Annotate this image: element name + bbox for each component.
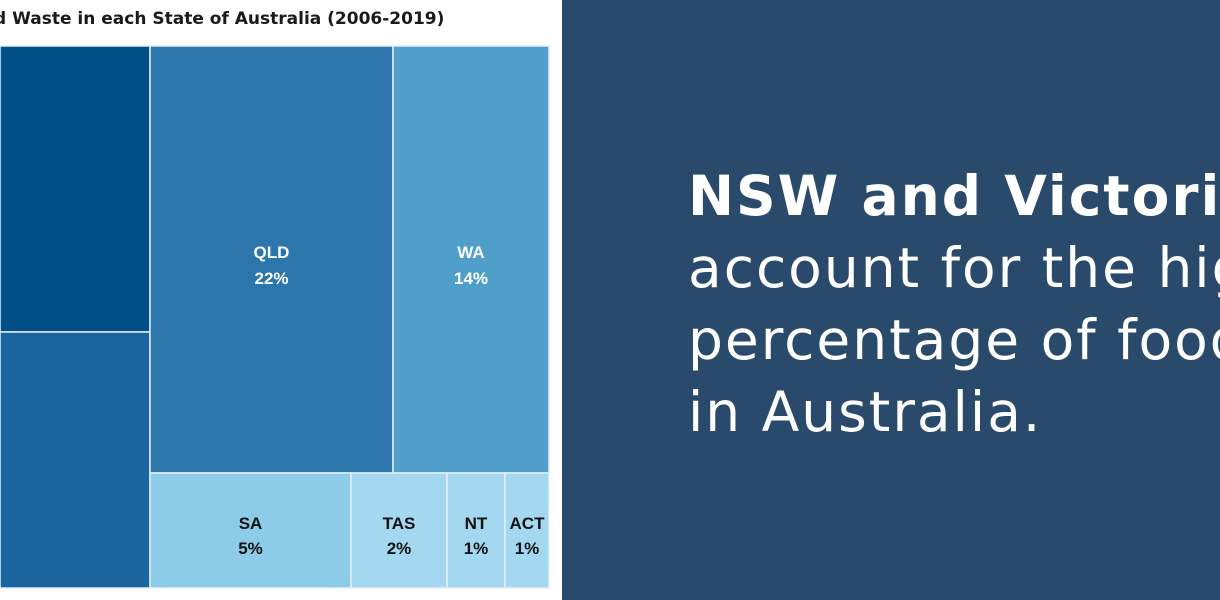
- treemap-cell: WA 14%: [392, 45, 550, 474]
- treemap-label: SA: [239, 514, 263, 533]
- chart-title: d Waste in each State of Australia (2006…: [0, 9, 445, 29]
- treemap-value: 5%: [238, 539, 263, 558]
- treemap-value: 2%: [387, 539, 412, 558]
- headline-line: percentage of food: [688, 308, 1220, 372]
- headline-line: in Australia.: [688, 380, 1043, 444]
- treemap-cell: QLD 22%: [149, 45, 394, 474]
- treemap-cell: [0, 45, 151, 333]
- treemap-rect: [504, 472, 550, 589]
- treemap-value: 1%: [464, 539, 489, 558]
- treemap-label: WA: [457, 243, 484, 262]
- chart-panel: QLD 22% WA 14% SA 5% TAS 2% NT 1% ACT 1% d Waste in…: [0, 0, 562, 600]
- treemap-label: QLD: [254, 243, 290, 262]
- treemap-cell: SA 5%: [149, 472, 352, 589]
- treemap-cell: NT 1%: [446, 472, 506, 589]
- treemap-value: 14%: [454, 269, 488, 288]
- treemap-cell: [0, 331, 151, 589]
- treemap-value: 1%: [515, 539, 540, 558]
- treemap-label: ACT: [510, 514, 546, 533]
- headline-line: account for the hig: [688, 236, 1220, 300]
- treemap-rect: [149, 45, 394, 474]
- treemap-rect: [0, 45, 151, 333]
- treemap-rect: [0, 331, 151, 589]
- treemap-cell: TAS 2%: [350, 472, 448, 589]
- treemap-label: TAS: [383, 514, 416, 533]
- treemap-label: NT: [465, 514, 488, 533]
- treemap-rect: [350, 472, 448, 589]
- treemap-chart: QLD 22% WA 14% SA 5% TAS 2% NT 1% ACT 1%: [0, 45, 550, 589]
- treemap-rect: [392, 45, 550, 474]
- treemap-rect: [446, 472, 506, 589]
- treemap-rect: [149, 472, 352, 589]
- treemap-cell: ACT 1%: [504, 472, 550, 589]
- treemap-value: 22%: [254, 269, 288, 288]
- headline: NSW and Victoria account for the hig per…: [688, 160, 1220, 448]
- headline-strong: NSW and Victoria: [688, 164, 1220, 228]
